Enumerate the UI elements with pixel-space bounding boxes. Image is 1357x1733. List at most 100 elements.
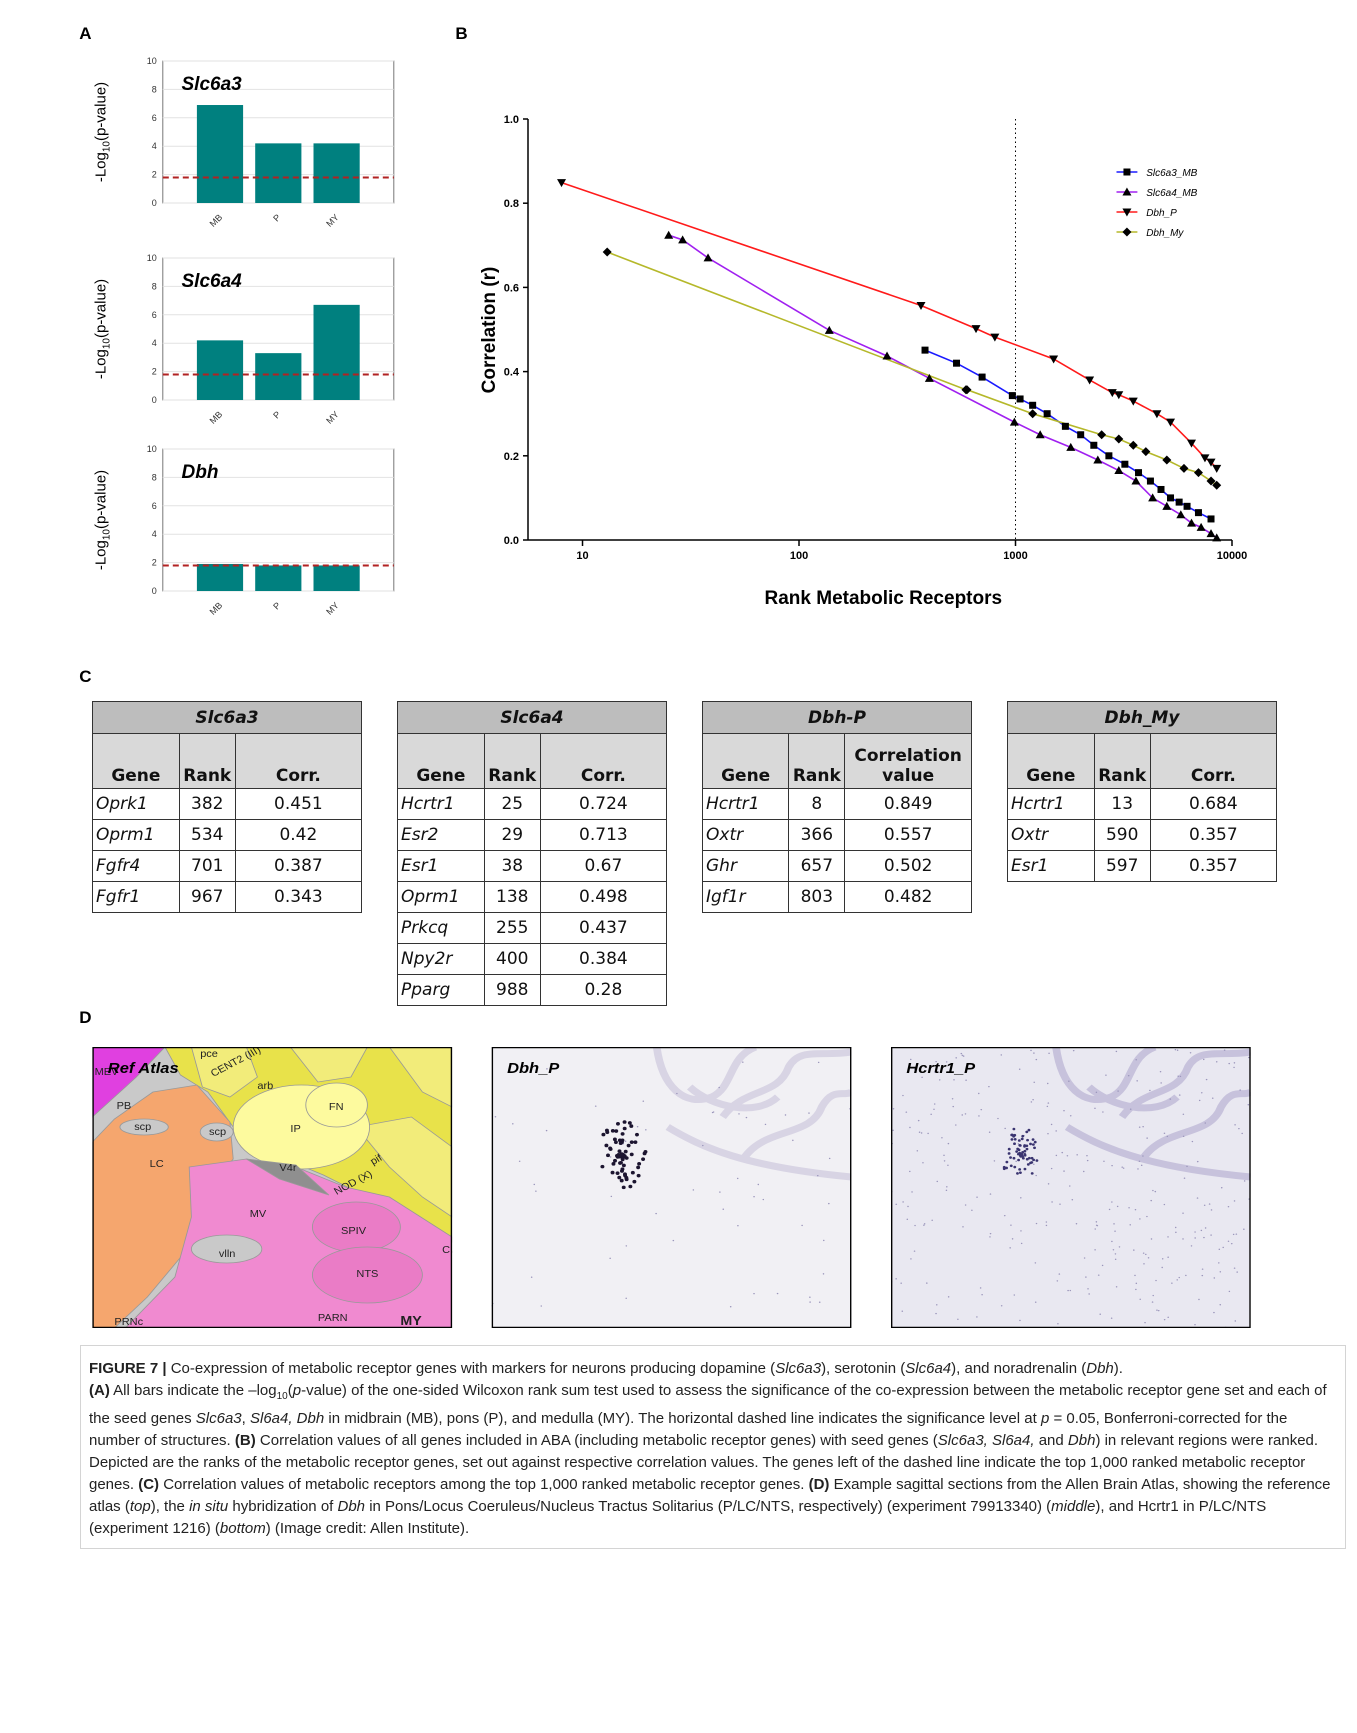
- background-cell: [1050, 1167, 1053, 1170]
- value-cell: 0.557: [844, 819, 972, 851]
- value-cell: 255: [483, 912, 541, 944]
- background-cell: [1202, 1058, 1205, 1061]
- background-cell: [947, 1296, 950, 1298]
- background-cell: [718, 1086, 720, 1089]
- y-axis-label: -Log10(p-value): [93, 470, 113, 570]
- background-cell: [1035, 1222, 1038, 1225]
- background-cell: [1082, 1170, 1085, 1173]
- background-cell: [1034, 1301, 1037, 1303]
- labelled-cell: [630, 1170, 635, 1175]
- background-cell: [976, 1196, 978, 1198]
- background-cell: [947, 1142, 950, 1145]
- background-cell: [978, 1115, 980, 1117]
- table-row: Hcrtr1 25 0.724: [397, 788, 668, 820]
- background-cell: [1201, 1092, 1203, 1094]
- background-cell: [1051, 1201, 1053, 1203]
- legend-marker: [1122, 227, 1132, 237]
- legend-marker: [1123, 168, 1131, 176]
- background-cell: [900, 1282, 902, 1284]
- value-cell: 0.451: [234, 788, 363, 820]
- table-row: Npy2r 400 0.384: [397, 943, 668, 975]
- labelled-cell: [633, 1140, 638, 1144]
- background-cell: [1121, 1166, 1124, 1168]
- lobule: [355, 1116, 453, 1218]
- background-cell: [920, 1132, 923, 1134]
- labelled-cell: [1012, 1127, 1016, 1131]
- region-label: scp: [134, 1121, 151, 1132]
- gene-cell: Oxtr: [701, 819, 790, 851]
- nucleus: [311, 1246, 423, 1304]
- data-point: [1206, 529, 1216, 538]
- value-cell: 0.357: [1149, 850, 1278, 882]
- background-cell: [1115, 1286, 1118, 1288]
- region-label: IP: [290, 1123, 300, 1134]
- background-cell: [933, 1103, 936, 1105]
- labelled-cell: [1021, 1150, 1025, 1154]
- bar: [255, 565, 302, 591]
- background-cell: [922, 1162, 924, 1164]
- background-cell: [1019, 1319, 1021, 1322]
- y-tick-label: 4: [152, 338, 157, 348]
- background-cell: [913, 1250, 916, 1252]
- background-cell: [1033, 1081, 1035, 1083]
- gene-cell: Hcrtr1: [701, 788, 790, 820]
- y-axis-label-sub: 10: [102, 338, 113, 350]
- column-header: Rank: [788, 733, 846, 789]
- background-cell: [1105, 1074, 1107, 1076]
- background-cell: [1208, 1203, 1211, 1205]
- background-cell: [672, 1239, 675, 1242]
- background-cell: [1235, 1233, 1238, 1235]
- region-label: NTS: [356, 1268, 378, 1279]
- background-cell: [1149, 1089, 1151, 1092]
- background-cell: [1150, 1199, 1152, 1202]
- background-cell: [910, 1258, 912, 1260]
- bar: [313, 143, 360, 203]
- gene-cell: Hcrtr1: [1007, 788, 1095, 820]
- background-cell: [1063, 1110, 1065, 1112]
- labelled-cell: [1025, 1147, 1029, 1151]
- background-cell: [1160, 1082, 1162, 1084]
- background-cell: [1017, 1143, 1020, 1145]
- labelled-cell: [622, 1126, 627, 1131]
- table-title: Slc6a3: [92, 701, 362, 734]
- series-line: [668, 234, 1218, 539]
- background-cell: [1204, 1227, 1207, 1229]
- background-cell: [540, 1305, 543, 1307]
- gene-cell: Pparg: [397, 974, 485, 1006]
- background-cell: [1171, 1282, 1173, 1284]
- background-cell: [1166, 1135, 1169, 1138]
- labelled-cell: [610, 1129, 615, 1133]
- labelled-cell: [1018, 1144, 1022, 1147]
- value-cell: 988: [483, 974, 541, 1006]
- labelled-cell: [1027, 1156, 1031, 1160]
- labelled-cell: [1030, 1172, 1034, 1175]
- labelled-cell: [604, 1143, 609, 1148]
- region-label: LC: [150, 1158, 164, 1169]
- value-cell: 0.713: [539, 819, 668, 851]
- background-cell: [1094, 1249, 1096, 1251]
- data-point: [953, 359, 961, 367]
- background-cell: [533, 1183, 536, 1186]
- data-point: [1141, 447, 1151, 457]
- background-cell: [1058, 1273, 1061, 1275]
- table-row: Ghr 657 0.502: [701, 850, 972, 882]
- data-table: Slc6a4 Gene Rank Corr. Hcrtr1 25 0.724 Esr2 29 0.…: [397, 701, 668, 1006]
- data-point: [882, 351, 892, 360]
- background-cell: [816, 1174, 819, 1177]
- background-cell: [1182, 1212, 1184, 1214]
- title-row: Dbh_My: [1007, 701, 1277, 734]
- background-cell: [1222, 1246, 1224, 1249]
- background-cell: [1234, 1320, 1237, 1322]
- y-tick-label: 0.2: [504, 451, 519, 463]
- labelled-cell: [612, 1137, 617, 1142]
- background-cell: [1227, 1206, 1230, 1208]
- caption-text: ), serotonin (: [821, 1360, 906, 1377]
- labelled-cell: [1013, 1165, 1017, 1169]
- caption-text: hybridization of: [228, 1498, 338, 1515]
- background-cell: [1045, 1224, 1048, 1227]
- background-cell: [545, 1129, 548, 1132]
- data-point: [1206, 476, 1216, 486]
- background-cell: [518, 1160, 521, 1163]
- background-cell: [1215, 1061, 1218, 1063]
- y-axis-label-part: (p-value): [93, 470, 110, 529]
